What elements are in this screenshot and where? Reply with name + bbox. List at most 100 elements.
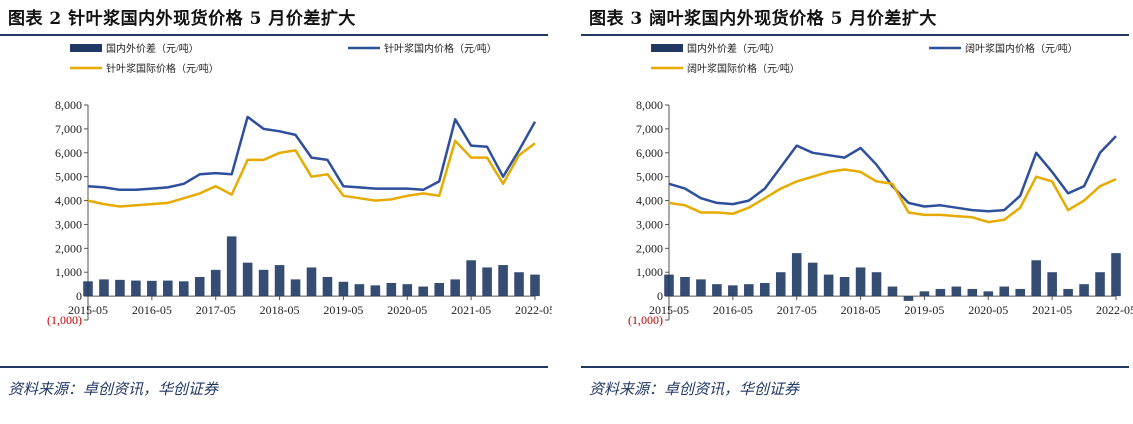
bar-spread (759, 282, 770, 297)
bar-spread (466, 260, 476, 297)
y-tick-label: 3,000 (636, 217, 663, 231)
bar-spread (83, 281, 93, 297)
bar-spread (194, 277, 205, 297)
bar-spread (887, 286, 898, 297)
legend-label: 国内外价差（元/吨） (687, 42, 780, 55)
bar-spread (258, 269, 269, 297)
bar-spread (935, 288, 946, 297)
y-tick-label: 8,000 (636, 98, 663, 112)
x-tick-label: 2017-05 (777, 303, 817, 317)
bar-spread (450, 279, 460, 297)
y-tick-label: 4,000 (636, 194, 663, 208)
bar-spread (903, 296, 914, 301)
bar-spread (322, 277, 333, 297)
bar-spread (871, 272, 882, 297)
y-tick-label: 7,000 (636, 122, 663, 136)
bar-spread (498, 265, 508, 297)
legend-label: 针叶浆国内价格（元/吨） (384, 42, 497, 55)
legend-label: 针叶浆国际价格（元/吨） (106, 62, 219, 75)
legend-label: 国内外价差（元/吨） (106, 42, 199, 55)
y-tick-label: 1,000 (636, 265, 663, 279)
bar-spread (434, 282, 445, 297)
bar-spread (147, 280, 157, 297)
bar-spread (967, 288, 978, 297)
y-tick-label: (1,000) (47, 313, 82, 327)
y-tick-label: 5,000 (636, 170, 663, 184)
bar-spread (1031, 260, 1041, 297)
x-tick-label: 2021-05 (451, 303, 491, 317)
y-tick-label: 2,000 (636, 241, 663, 255)
x-tick-label: 2017-05 (196, 303, 236, 317)
y-tick-label: 8,000 (55, 98, 82, 112)
source-note: 资料来源：卓创资讯，华创证券 (8, 380, 219, 398)
bar-spread (306, 267, 317, 297)
title-divider (581, 34, 1129, 36)
chart-softwood: 国内外价差（元/吨） 针叶浆国内价格（元/吨） 针叶浆国际价格（元/吨） (1,000… (47, 42, 552, 327)
bar-spread (951, 286, 962, 297)
bar-spread (775, 272, 786, 297)
source-divider (581, 366, 1129, 368)
bar-spread (999, 286, 1010, 297)
bar-spread (274, 265, 285, 297)
x-tick-label: 2020-05 (968, 303, 1008, 317)
bar-spread (210, 269, 221, 297)
bar-spread (983, 291, 994, 297)
bar-spread (791, 253, 802, 297)
bar-spread (290, 279, 301, 297)
bar-spread (664, 274, 674, 297)
bar-spread (1079, 284, 1089, 297)
legend-label: 阔叶浆国内价格（元/吨） (965, 42, 1078, 55)
chart-hardwood: 国内外价差（元/吨） 阔叶浆国内价格（元/吨） 阔叶浆国际价格（元/吨） (1,000… (628, 42, 1133, 327)
y-tick-label: 1,000 (55, 265, 82, 279)
x-tick-label: 2016-05 (132, 303, 172, 317)
bar-spread (226, 236, 237, 297)
line-domestic-price (668, 135, 1117, 213)
bar-spread (855, 267, 866, 297)
bar-spread (728, 285, 738, 297)
chart-panel-hardwood: 图表 3 阔叶浆国内外现货价格 5 月价差扩大 国内外价差（元/吨） 阔叶浆国内价… (581, 0, 1133, 424)
line-international-price (87, 139, 536, 208)
y-tick-label: 3,000 (55, 217, 82, 231)
source-divider (0, 366, 548, 368)
x-tick-label: 2018-05 (260, 303, 300, 317)
source-note: 资料来源：卓创资讯，华创证券 (589, 380, 800, 398)
bar-spread (418, 286, 429, 297)
bar-spread (1111, 253, 1121, 297)
bar-spread (514, 272, 524, 297)
chart-title: 图表 2 针叶浆国内外现货价格 5 月价差扩大 (8, 9, 356, 29)
bar-spread (680, 277, 690, 297)
bar-spread (99, 279, 109, 297)
legend-label: 阔叶浆国际价格（元/吨） (687, 62, 800, 75)
bar-spread (338, 281, 349, 297)
bar-spread (823, 274, 834, 297)
bar-spread (242, 262, 253, 297)
y-tick-label: 0 (657, 289, 663, 303)
bar-spread (712, 284, 722, 297)
bar-spread (1047, 272, 1057, 297)
legend-swatch (70, 44, 102, 52)
legend-swatch (651, 44, 683, 52)
bar-spread (696, 279, 706, 297)
x-tick-label: 2020-05 (387, 303, 427, 317)
x-tick-label: 2021-05 (1032, 303, 1072, 317)
bar-spread (354, 284, 365, 297)
y-tick-label: 0 (76, 289, 82, 303)
bar-spread (482, 267, 492, 297)
y-tick-label: 7,000 (55, 122, 82, 136)
bar-spread (163, 280, 173, 297)
title-divider (0, 34, 548, 36)
x-tick-label: 2015-05 (68, 303, 108, 317)
x-tick-label: 2016-05 (713, 303, 753, 317)
x-tick-label: 2015-05 (649, 303, 689, 317)
bar-spread (402, 284, 413, 297)
bar-spread (1063, 288, 1073, 297)
y-tick-label: 6,000 (55, 146, 82, 160)
bar-spread (919, 291, 930, 297)
bar-spread (1095, 272, 1105, 297)
x-tick-label: 2022-05 (515, 303, 552, 317)
y-tick-label: 5,000 (55, 170, 82, 184)
y-tick-label: (1,000) (628, 313, 663, 327)
chart-panel-softwood: 图表 2 针叶浆国内外现货价格 5 月价差扩大 国内外价差（元/吨） 针叶浆国内价… (0, 0, 552, 424)
x-tick-label: 2019-05 (323, 303, 363, 317)
bar-spread (1015, 288, 1026, 297)
